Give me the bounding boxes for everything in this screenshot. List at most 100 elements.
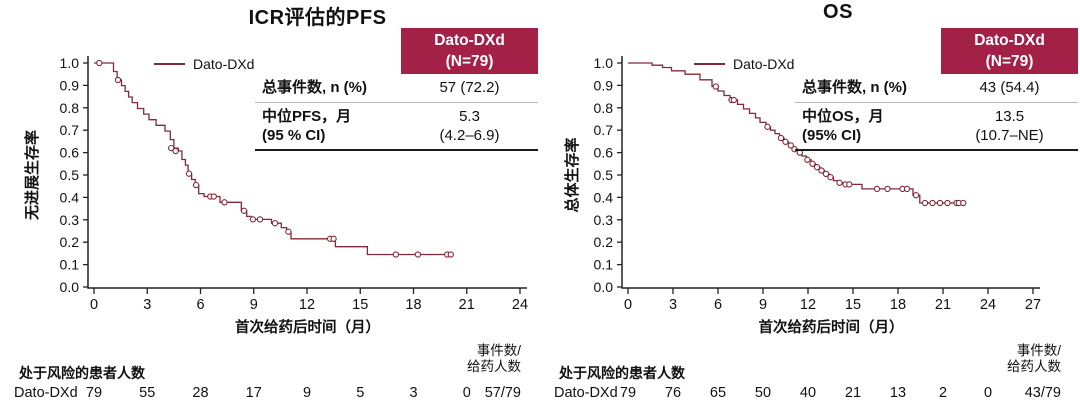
svg-text:首次给药后时间（月）: 首次给药后时间（月）	[235, 318, 380, 336]
svg-text:0.5: 0.5	[594, 167, 614, 183]
pfs-median-value-line1: 5.3	[459, 108, 480, 125]
svg-text:0.7: 0.7	[60, 122, 80, 138]
pfs-legend-label: Dato-DXd	[193, 56, 255, 72]
svg-text:Dato-DXd: Dato-DXd	[554, 385, 618, 401]
legend-line-swatch	[694, 63, 725, 65]
svg-text:15: 15	[352, 297, 368, 313]
svg-text:9: 9	[250, 297, 258, 313]
svg-text:0: 0	[624, 297, 632, 313]
os-events-label: 总事件数, n (%)	[802, 79, 907, 96]
svg-text:首次给药后时间（月）: 首次给药后时间（月）	[759, 318, 904, 336]
svg-text:40: 40	[800, 385, 816, 401]
svg-text:0.1: 0.1	[594, 257, 614, 273]
svg-text:3: 3	[669, 297, 677, 313]
svg-text:1.0: 1.0	[594, 55, 614, 71]
svg-text:18: 18	[890, 297, 906, 313]
svg-text:15: 15	[845, 297, 861, 313]
svg-text:76: 76	[665, 385, 681, 401]
svg-text:12: 12	[800, 297, 816, 313]
svg-text:0.6: 0.6	[594, 145, 614, 161]
pfs-legend: Dato-DXd	[154, 56, 254, 72]
svg-text:Dato-DXd: Dato-DXd	[14, 385, 78, 401]
pfs-median-value: 5.3 (4.2–6.9)	[401, 107, 538, 145]
svg-text:0.0: 0.0	[594, 279, 614, 295]
svg-text:0.2: 0.2	[594, 234, 614, 250]
svg-text:0: 0	[984, 385, 992, 401]
pfs-stats-header-name: Dato-DXd	[434, 32, 505, 49]
svg-text:0.4: 0.4	[60, 189, 80, 205]
pfs-median-ci-label: (95 % CI)	[262, 127, 326, 144]
svg-text:0.1: 0.1	[60, 257, 80, 273]
svg-text:0.4: 0.4	[594, 189, 614, 205]
os-median-value: 13.5 (10.7–NE)	[941, 107, 1078, 145]
km-plot-os: 1.0 0.9 0.8 0.7 0.6 0.5 0.4 0.3 0.2 0.1 0.0 0 3 6 9 12 1…	[554, 55, 1061, 401]
os-legend: Dato-DXd	[694, 56, 794, 72]
os-median-ci-label: (95% CI)	[802, 127, 862, 144]
os-events-value: 43 (54.4)	[979, 79, 1040, 96]
svg-text:0.0: 0.0	[60, 279, 80, 295]
os-median-value-line1: 13.5	[994, 108, 1025, 125]
pfs-median-label: 中位PFS，月 (95 % CI)	[255, 107, 401, 145]
svg-text:27: 27	[1025, 297, 1041, 313]
svg-text:79: 79	[86, 385, 102, 401]
pfs-stats-header: Dato-DXd (N=79)	[401, 28, 538, 74]
svg-text:9: 9	[303, 385, 311, 401]
os-median-label-line1: 中位OS，月	[802, 108, 884, 125]
svg-text:43/79: 43/79	[1025, 385, 1061, 401]
svg-text:3: 3	[409, 385, 417, 401]
pfs-events-over-n-header-line2: 给药人数	[467, 359, 521, 374]
os-stats-header-n: (N=79)	[985, 53, 1034, 70]
pfs-events-over-n-header: 事件数/ 给药人数	[467, 343, 521, 375]
svg-text:21: 21	[935, 297, 951, 313]
svg-text:0.9: 0.9	[594, 77, 614, 93]
svg-text:12: 12	[299, 297, 315, 313]
pfs-title: ICR评估的PFS	[248, 7, 387, 29]
pfs-events-row: 总事件数, n (%) 57 (72.2)	[255, 77, 538, 103]
svg-text:0.2: 0.2	[60, 234, 80, 250]
os-median-row: 中位OS，月 (95% CI) 13.5 (10.7–NE)	[795, 103, 1078, 151]
os-events-over-n-header-line2: 给药人数	[1007, 359, 1061, 374]
pfs-events-value: 57 (72.2)	[439, 79, 500, 96]
svg-text:无进展生存率: 无进展生存率	[23, 130, 41, 221]
svg-text:0.3: 0.3	[60, 212, 80, 228]
legend-line-swatch	[154, 63, 185, 65]
svg-text:3: 3	[143, 297, 151, 313]
pfs-stats-header-n: (N=79)	[445, 53, 494, 70]
svg-text:57/79: 57/79	[485, 385, 521, 401]
svg-text:24: 24	[512, 297, 528, 313]
os-stats-header: Dato-DXd (N=79)	[941, 28, 1078, 74]
os-events-over-n-header-line1: 事件数/	[1016, 343, 1061, 358]
pfs-panel: 1.0 0.9 0.8 0.7 0.6 0.5 0.4 0.3 0.2 0.1 0.0 0 3 6 9 12 1…	[14, 7, 538, 401]
svg-text:50: 50	[755, 385, 771, 401]
svg-text:0.5: 0.5	[60, 167, 80, 183]
svg-text:0.9: 0.9	[60, 77, 80, 93]
svg-text:总体生存率: 总体生存率	[563, 137, 581, 212]
km-plot-pfs: 1.0 0.9 0.8 0.7 0.6 0.5 0.4 0.3 0.2 0.1 0.0 0 3 6 9 12 1…	[14, 55, 528, 401]
svg-text:21: 21	[459, 297, 475, 313]
svg-text:0.8: 0.8	[594, 100, 614, 116]
pfs-median-label-line1: 中位PFS，月	[262, 108, 352, 125]
os-panel: 1.0 0.9 0.8 0.7 0.6 0.5 0.4 0.3 0.2 0.1 0.0 0 3 6 9 12 1…	[540, 0, 1080, 402]
pfs-at-risk-header: 处于风险的患者人数	[19, 365, 145, 381]
pfs-events-over-n-header-line1: 事件数/	[476, 343, 521, 358]
svg-text:28: 28	[192, 385, 208, 401]
os-events-over-n-header: 事件数/ 给药人数	[1007, 343, 1061, 375]
svg-text:1.0: 1.0	[60, 55, 80, 71]
pfs-median-row: 中位PFS，月 (95 % CI) 5.3 (4.2–6.9)	[255, 103, 538, 151]
os-title: OS	[823, 1, 853, 23]
svg-text:17: 17	[246, 385, 262, 401]
svg-text:0.3: 0.3	[594, 212, 614, 228]
os-legend-label: Dato-DXd	[733, 56, 795, 72]
svg-text:6: 6	[714, 297, 722, 313]
os-median-ci-value: (10.7–NE)	[975, 127, 1044, 144]
svg-text:5: 5	[356, 385, 364, 401]
svg-text:9: 9	[759, 297, 767, 313]
os-events-row: 总事件数, n (%) 43 (54.4)	[795, 77, 1078, 103]
svg-text:55: 55	[139, 385, 155, 401]
pfs-stats-table: 总事件数, n (%) 57 (72.2) 中位PFS，月 (95 % CI) …	[255, 77, 538, 151]
os-stats-header-name: Dato-DXd	[974, 32, 1045, 49]
svg-text:0.7: 0.7	[594, 122, 614, 138]
svg-text:18: 18	[405, 297, 421, 313]
svg-text:24: 24	[980, 297, 996, 313]
